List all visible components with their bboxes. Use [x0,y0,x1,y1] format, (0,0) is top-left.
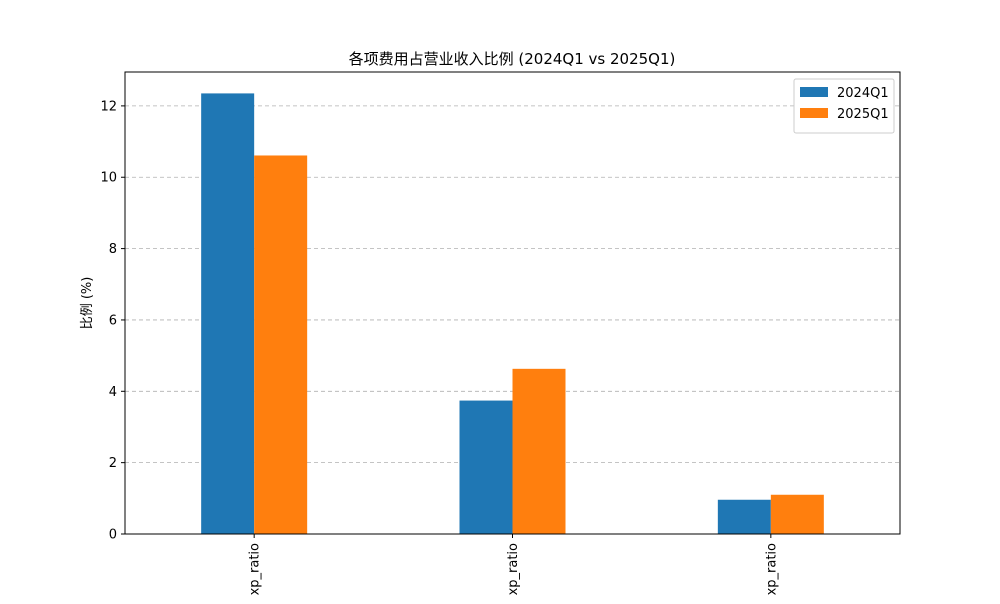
bar-2025Q1-2 [770,494,824,534]
bar-2024Q1-2 [717,499,771,534]
x-tick-label: xp_ratio [764,543,779,595]
x-tick-label: xp_ratio [506,543,521,595]
chart-title: 各项费用占营业收入比例 (2024Q1 vs 2025Q1) [349,50,676,68]
x-tick-label: xp_ratio [248,543,263,595]
bar-2025Q1-1 [512,368,566,534]
legend-swatch-2025Q1 [800,108,828,118]
legend: 2024Q1 2025Q1 [793,78,895,134]
legend-label-2025Q1: 2025Q1 [837,107,889,122]
bars [201,93,824,535]
y-tick-label: 0 [109,528,117,543]
plot-frame [124,71,901,535]
y-tick-label: 12 [100,99,117,114]
y-tick-label: 6 [109,313,117,328]
y-tick-label: 4 [109,385,117,400]
axes: 0 2 4 6 8 10 12 xp_ratio xp_ratio xp_ratio [100,71,901,595]
y-tick-label: 10 [100,171,117,186]
bar-2024Q1-0 [201,93,255,535]
legend-label-2024Q1: 2024Q1 [837,86,889,101]
bar-2025Q1-0 [254,155,308,534]
y-axis-label: 比例 (%) [80,277,95,330]
bar-2024Q1-1 [459,400,513,534]
y-tick-label: 8 [109,242,117,257]
y-tick-label: 2 [109,456,117,471]
legend-swatch-2024Q1 [800,87,828,97]
